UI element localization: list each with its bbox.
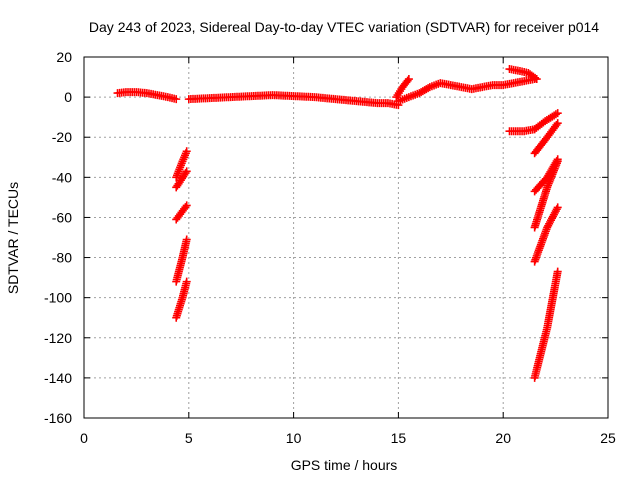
x-tick-label: 10 [286, 430, 302, 446]
series-arc-15 [530, 157, 562, 232]
data-point [424, 84, 433, 93]
y-tick-label: -140 [44, 370, 72, 386]
chart-title: Day 243 of 2023, Sidereal Day-to-day VTE… [89, 19, 599, 35]
data-point [553, 203, 562, 212]
x-axis-label: GPS time / hours [291, 457, 398, 473]
data-point [182, 277, 191, 286]
series-arc-8 [172, 147, 191, 182]
data-point [182, 147, 191, 156]
y-axis-label: SDTVAR / TECUs [5, 182, 21, 294]
y-tick-label: -80 [52, 250, 72, 266]
y-tick-label: -100 [44, 290, 72, 306]
y-tick-label: -160 [44, 410, 72, 426]
series-arc-17 [530, 267, 562, 382]
series-arc-9 [172, 167, 191, 192]
data-point [403, 76, 412, 85]
y-tick-label: 20 [56, 49, 72, 65]
x-tick-label: 5 [185, 430, 193, 446]
x-tick-label: 20 [495, 430, 511, 446]
series-arc-10 [172, 201, 191, 224]
data-point [182, 167, 191, 176]
y-tick-label: 0 [64, 89, 72, 105]
data-point [553, 267, 562, 276]
plot-frame [83, 56, 609, 419]
data-point [531, 73, 540, 82]
axes [83, 56, 609, 419]
data-point [551, 110, 560, 119]
series-arc-5 [505, 65, 541, 84]
data-point [181, 169, 190, 178]
x-tick-label: 15 [391, 430, 407, 446]
data-point [553, 109, 562, 118]
y-tick-label: -40 [52, 169, 72, 185]
data-point [181, 203, 190, 212]
data-point [552, 205, 561, 214]
tick-labels: 0 5 10 15 20 25 -160 -140 -120 -100 -80 -60 -40 -20 0 2… [44, 49, 616, 446]
data-point [172, 95, 181, 104]
series-arc-7 [530, 109, 562, 134]
series-arc-1 [113, 88, 181, 104]
data-point [182, 235, 191, 244]
data-point [552, 120, 561, 129]
series-arc-6 [505, 125, 539, 136]
data-point [553, 119, 562, 128]
series-arc-12 [172, 277, 191, 322]
series-arc-11 [172, 235, 191, 286]
data-point [553, 157, 562, 166]
data-point [404, 75, 413, 84]
data-point [182, 201, 191, 210]
series-arc-16 [530, 203, 562, 266]
y-tick-label: -20 [52, 129, 72, 145]
y-tick-label: -120 [44, 330, 72, 346]
x-tick-label: 25 [600, 430, 616, 446]
data-point [532, 75, 541, 84]
data-marks [113, 65, 562, 382]
series-arc-3 [392, 75, 413, 102]
series-arc-13 [530, 119, 562, 158]
x-tick-label: 0 [80, 430, 88, 446]
y-tick-label: -60 [52, 209, 72, 225]
series-arc-2 [184, 91, 403, 110]
